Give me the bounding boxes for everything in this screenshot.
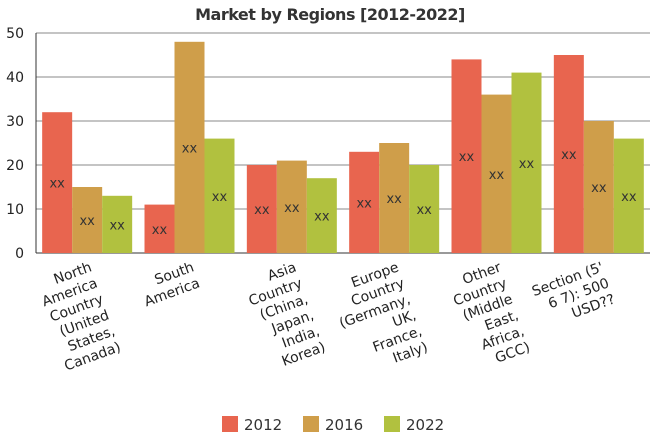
bar-2016-5[interactable] — [481, 94, 512, 253]
y-tick-label: 40 — [6, 70, 24, 86]
y-tick-label: 30 — [6, 114, 24, 130]
data-label: xx — [459, 150, 475, 165]
legend-label: 2016 — [325, 416, 363, 434]
x-axis-categories: NorthAmericaCountry(UnitedStates,Canada)… — [40, 259, 617, 374]
data-label: xx — [109, 218, 125, 233]
legend-label: 2012 — [244, 416, 282, 434]
data-label: xx — [561, 148, 577, 163]
bar-2022-6[interactable] — [613, 138, 644, 253]
data-label: xx — [49, 177, 65, 192]
data-label: xx — [152, 223, 168, 238]
data-label: xx — [212, 190, 228, 205]
data-label: xx — [519, 157, 535, 172]
legend-swatch — [384, 416, 400, 432]
bar-2022-2[interactable] — [204, 138, 235, 253]
bar-2022-1[interactable] — [102, 195, 133, 253]
y-tick-label: 0 — [15, 246, 24, 262]
bar-2012-5[interactable] — [451, 59, 482, 254]
legend[interactable]: 2012 2016 2022 — [222, 416, 444, 434]
legend-item-2022[interactable]: 2022 — [384, 416, 444, 434]
bars — [42, 41, 644, 254]
data-label: xx — [386, 192, 402, 207]
bar-2022-3[interactable] — [306, 178, 337, 253]
data-label: xx — [591, 181, 607, 196]
y-tick-label: 10 — [6, 202, 24, 218]
bar-2012-4[interactable] — [349, 151, 380, 253]
data-label: xx — [79, 214, 95, 229]
y-tick-label: 20 — [6, 158, 24, 174]
bar-2022-5[interactable] — [511, 72, 542, 253]
bar-2022-4[interactable] — [409, 165, 440, 253]
bar-2012-2[interactable] — [144, 204, 175, 253]
bar-2012-3[interactable] — [246, 165, 277, 253]
data-label: xx — [356, 196, 372, 211]
legend-label: 2022 — [406, 416, 444, 434]
data-label: xx — [489, 168, 505, 183]
bar-2016-1[interactable] — [72, 187, 103, 253]
legend-item-2012[interactable]: 2012 — [222, 416, 282, 434]
legend-swatch — [303, 416, 319, 432]
legend-item-2016[interactable]: 2016 — [303, 416, 363, 434]
bar-2016-2[interactable] — [174, 41, 205, 253]
bar-2012-1[interactable] — [42, 112, 73, 253]
category-label-line: UK, — [390, 307, 418, 330]
data-label: xx — [416, 203, 432, 218]
data-label: xx — [284, 201, 300, 216]
legend-swatch — [222, 416, 238, 432]
y-tick-label: 50 — [6, 26, 24, 42]
data-label: xx — [621, 190, 637, 205]
bar-2012-6[interactable] — [553, 55, 584, 253]
bar-2016-4[interactable] — [379, 143, 410, 253]
data-label: xx — [314, 210, 330, 225]
bar-2016-6[interactable] — [583, 121, 614, 253]
data-label: xx — [254, 203, 270, 218]
bar-2016-3[interactable] — [276, 160, 307, 253]
data-label: xx — [182, 141, 198, 156]
gridlines — [35, 32, 650, 254]
y-axis-ticks: 0 10 20 30 40 50 — [6, 26, 24, 262]
chart-title: Market by Regions [2012-2022] — [195, 5, 465, 24]
